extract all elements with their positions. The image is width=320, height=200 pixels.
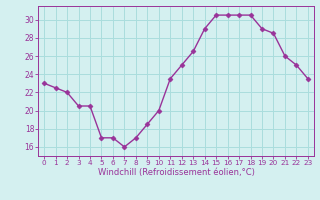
- X-axis label: Windchill (Refroidissement éolien,°C): Windchill (Refroidissement éolien,°C): [98, 168, 254, 177]
